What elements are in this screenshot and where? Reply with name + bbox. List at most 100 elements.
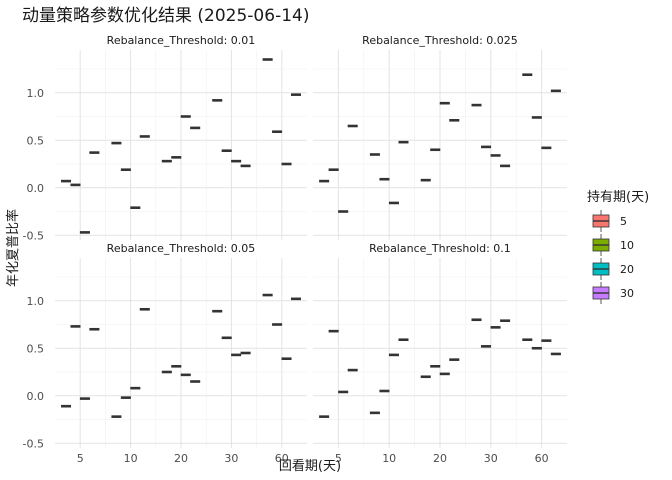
- box-lookback-5-hold-20: [338, 210, 349, 213]
- strip-label: Rebalance_Threshold: 0.05: [107, 242, 256, 255]
- x-tick-label: 30: [484, 452, 498, 465]
- box-lookback-30-hold-30: [240, 351, 251, 355]
- box-lookback-10-hold-20: [130, 386, 141, 390]
- legend-item-30: 30: [592, 282, 634, 304]
- box-lookback-10-hold-5: [369, 153, 380, 156]
- box-lookback-10-hold-20: [388, 201, 399, 205]
- box-lookback-5-hold-30: [89, 327, 100, 331]
- box-lookback-10-hold-30: [398, 140, 409, 144]
- box-lookback-20-hold-10: [171, 156, 182, 159]
- box-lookback-10-hold-10: [379, 177, 390, 181]
- box-lookback-30-hold-20: [231, 159, 242, 163]
- legend: 持有期(天) 5 10 20 30: [587, 190, 649, 304]
- box-lookback-5-hold-20: [79, 397, 90, 400]
- box-lookback-10-hold-30: [139, 307, 150, 311]
- panel-threshold-0-1: Rebalance_Threshold: 0.1 5 10 20 30 60: [313, 242, 567, 465]
- box-lookback-20-hold-20: [180, 373, 191, 377]
- box-lookback-20-hold-5: [161, 159, 172, 163]
- legend-item-20: 20: [592, 258, 634, 280]
- box-lookback-30-hold-30: [240, 164, 251, 168]
- box-lookback-20-hold-30: [449, 358, 460, 361]
- x-tick-label: 5: [77, 452, 84, 465]
- box-lookback-10-hold-5: [111, 415, 122, 418]
- box-lookback-10-hold-5: [111, 141, 122, 145]
- box-lookback-20-hold-20: [180, 115, 191, 118]
- y-tick-label: -0.5: [23, 437, 44, 450]
- box-lookback-60-hold-20: [541, 339, 552, 342]
- box-lookback-30-hold-5: [212, 309, 223, 313]
- box-lookback-60-hold-10: [531, 116, 542, 119]
- x-tick-label: 10: [382, 452, 396, 465]
- y-axis-title: 年化夏普比率: [5, 209, 21, 287]
- x-axis-title: 回看期(天): [279, 458, 341, 474]
- box-lookback-60-hold-30: [550, 352, 561, 356]
- box-lookback-20-hold-5: [161, 370, 172, 374]
- box-lookback-30-hold-10: [221, 149, 232, 152]
- strip-label: Rebalance_Threshold: 0.01: [107, 34, 256, 47]
- box-lookback-5-hold-20: [79, 231, 90, 234]
- box-lookback-5-hold-30: [89, 151, 100, 154]
- y-tick-label: 0.0: [27, 182, 45, 195]
- box-lookback-5-hold-30: [347, 368, 358, 372]
- x-tick-label: 60: [535, 452, 549, 465]
- box-lookback-5-hold-5: [319, 415, 330, 418]
- box-lookback-60-hold-10: [531, 346, 542, 350]
- y-tick-label: 0.0: [27, 390, 45, 403]
- box-lookback-10-hold-10: [120, 396, 131, 399]
- box-lookback-60-hold-10: [272, 130, 283, 133]
- panel-threshold-0-05: Rebalance_Threshold: 0.05 -0.5 0.0 0.5 1.0 5…: [23, 242, 307, 465]
- box-lookback-5-hold-10: [328, 329, 339, 333]
- box-lookback-30-hold-5: [212, 99, 223, 102]
- box-lookback-5-hold-10: [70, 183, 81, 187]
- x-tick-label: 10: [124, 452, 138, 465]
- gridlines: [55, 50, 307, 240]
- x-tick-label: 20: [433, 452, 447, 465]
- box-lookback-20-hold-5: [420, 178, 431, 182]
- y-tick-label: 1.0: [27, 295, 45, 308]
- box-lookback-10-hold-30: [398, 338, 409, 342]
- x-tick-label: 60: [275, 452, 289, 465]
- y-tick-label: 0.5: [27, 342, 45, 355]
- box-lookback-30-hold-10: [481, 145, 492, 149]
- box-lookback-5-hold-5: [319, 179, 330, 183]
- box-lookback-10-hold-30: [139, 135, 150, 138]
- box-lookback-20-hold-30: [449, 119, 460, 122]
- box-lookback-30-hold-5: [471, 318, 482, 322]
- legend-label: 30: [620, 287, 634, 300]
- chart-title: 动量策略参数优化结果 (2025-06-14): [22, 6, 309, 26]
- box-lookback-20-hold-30: [190, 126, 201, 130]
- legend-title: 持有期(天): [587, 190, 649, 205]
- y-tick-label: 1.0: [27, 87, 45, 100]
- box-lookback-20-hold-30: [190, 380, 201, 383]
- box-lookback-60-hold-20: [281, 357, 292, 361]
- box-lookback-60-hold-20: [281, 162, 292, 166]
- legend-label: 20: [620, 263, 634, 276]
- box-lookback-20-hold-5: [420, 375, 431, 379]
- box-lookback-5-hold-10: [70, 325, 81, 328]
- strip-label: Rebalance_Threshold: 0.1: [369, 242, 511, 255]
- x-tick-label: 30: [224, 452, 238, 465]
- box-lookback-20-hold-10: [430, 364, 441, 368]
- box-lookback-60-hold-30: [290, 93, 301, 96]
- legend-label: 5: [620, 215, 627, 228]
- box-lookback-30-hold-20: [490, 154, 501, 157]
- box-lookback-10-hold-10: [379, 389, 390, 393]
- box-lookback-5-hold-5: [61, 179, 72, 183]
- x-tick-label: 20: [174, 452, 188, 465]
- x-tick-label: 5: [335, 452, 342, 465]
- box-lookback-60-hold-30: [550, 89, 561, 93]
- legend-label: 10: [620, 239, 634, 252]
- gridlines: [313, 50, 567, 240]
- box-lookback-30-hold-30: [500, 319, 511, 323]
- box-lookback-30-hold-30: [500, 164, 511, 168]
- box-lookback-20-hold-10: [171, 364, 182, 368]
- gridlines: [313, 258, 567, 448]
- legend-item-5: 5: [592, 210, 627, 232]
- box-lookback-30-hold-10: [221, 336, 232, 340]
- box-lookback-5-hold-10: [328, 168, 339, 171]
- box-lookback-60-hold-30: [290, 297, 301, 301]
- box-lookback-10-hold-10: [120, 168, 131, 171]
- panel-threshold-0-01: Rebalance_Threshold: 0.01 -0.5 0.0 0.5 1.0: [23, 34, 307, 242]
- box-lookback-60-hold-5: [522, 338, 533, 342]
